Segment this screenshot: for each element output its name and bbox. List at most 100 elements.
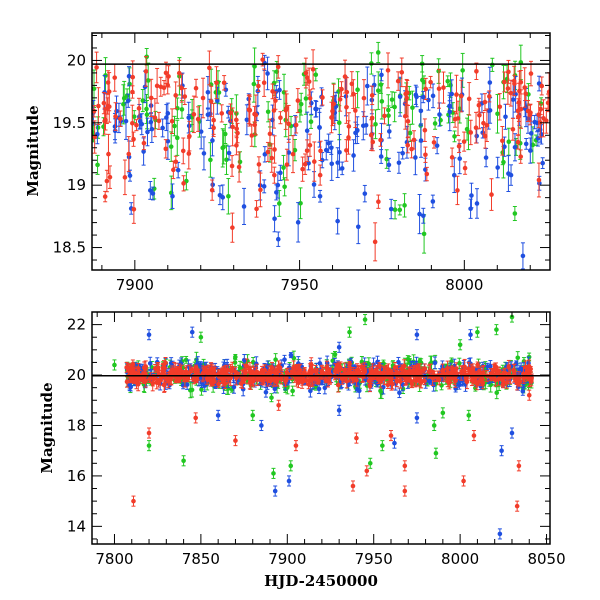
series-2-point	[310, 67, 316, 72]
series-2-point	[497, 104, 503, 110]
series-2-point	[112, 75, 118, 80]
series-2-point	[156, 118, 162, 124]
series-1-point	[123, 118, 129, 124]
series-2-point	[161, 85, 167, 90]
series-2-point	[458, 93, 464, 99]
series-2-point	[106, 151, 111, 157]
series-2-point	[311, 159, 317, 164]
series-0-point	[392, 207, 398, 213]
series-2-point	[286, 121, 291, 127]
series-1-point	[295, 220, 301, 225]
series-2-point	[476, 102, 482, 108]
series-0-point	[494, 390, 500, 396]
series-2-point	[271, 108, 277, 113]
series-1-point	[457, 156, 463, 161]
series-1-point	[126, 73, 132, 79]
series-2-point	[382, 113, 387, 119]
series-1-point	[437, 112, 442, 117]
series-2-point	[411, 137, 417, 143]
series-2-point	[148, 95, 154, 101]
series-0-point	[282, 184, 287, 190]
series-2-point	[230, 225, 235, 230]
series-2-point	[405, 142, 411, 148]
series-2-point	[171, 167, 176, 173]
series-2-point	[293, 122, 299, 128]
series-2-point	[182, 94, 188, 99]
series-1-point	[311, 182, 317, 187]
series-2-point	[518, 106, 524, 112]
series-0-point	[397, 207, 403, 213]
series-0-point	[179, 107, 185, 112]
series-0-point	[183, 357, 189, 363]
series-1-point	[164, 115, 169, 120]
series-0-point	[290, 388, 295, 394]
series-1-point	[396, 359, 401, 365]
series-2-point	[395, 78, 401, 84]
series-1-point	[365, 83, 370, 89]
series-2-point	[474, 69, 479, 74]
series-2-point	[211, 125, 216, 131]
series-2-point	[275, 64, 281, 70]
series-0-point	[232, 360, 238, 365]
series-2-point	[344, 148, 349, 153]
series-1-point	[314, 106, 319, 112]
series-1-point	[430, 199, 436, 204]
series-1-point	[215, 98, 220, 104]
series-1-point	[317, 124, 322, 130]
series-2-point	[104, 178, 110, 184]
series-1-point	[241, 204, 247, 209]
series-2-point	[370, 139, 376, 145]
series-0-point	[298, 101, 304, 107]
series-2-point	[353, 108, 358, 113]
series-2-point	[230, 124, 235, 130]
series-2-point	[538, 107, 544, 112]
top-panel: 7900 7950 8000 18.5 19 19.5 20 Magnitude	[24, 32, 551, 294]
series-2-point	[339, 86, 344, 92]
series-2-point	[306, 79, 312, 84]
series-0-point	[281, 165, 286, 170]
series-2-point	[92, 134, 97, 140]
series-2-point	[181, 181, 186, 186]
series-2-point	[272, 147, 277, 152]
series-0-point	[460, 68, 465, 73]
series-0-point	[199, 387, 204, 392]
series-2-point	[405, 118, 411, 124]
series-2-point	[473, 125, 479, 131]
series-2-point	[505, 86, 511, 91]
series-1-point	[474, 133, 480, 139]
series-0-point	[127, 81, 132, 87]
series-2-point	[131, 206, 137, 212]
series-2-point	[516, 100, 522, 105]
series-2-point	[186, 151, 192, 156]
series-2-point	[272, 172, 277, 178]
series-0-point	[313, 72, 319, 78]
series-2-point	[404, 95, 409, 101]
series-1-point	[139, 121, 145, 127]
series-2-point	[422, 127, 428, 133]
series-1-point	[205, 89, 211, 95]
series-0-point	[512, 211, 518, 216]
series-1-point	[386, 129, 392, 134]
series-1-point	[322, 385, 328, 391]
series-0-point	[410, 105, 415, 110]
series-2-point	[329, 115, 334, 120]
series-0-point	[265, 109, 271, 115]
series-1-point	[503, 114, 508, 120]
series-1-point	[288, 352, 294, 358]
series-2-point	[131, 136, 136, 142]
series-1-point	[184, 382, 190, 387]
series-2-point	[541, 116, 546, 121]
series-1-point	[451, 172, 457, 178]
series-1-point	[510, 97, 516, 102]
series-2-point	[104, 106, 110, 111]
series-1-point	[275, 236, 281, 242]
series-2-point	[423, 152, 428, 158]
series-2-point	[424, 171, 430, 177]
series-2-point	[409, 146, 414, 152]
series-1-point	[304, 128, 310, 134]
series-1-point	[201, 151, 207, 156]
series-2-point	[523, 91, 528, 97]
series-0-point	[457, 361, 462, 366]
series-2-point	[235, 130, 240, 136]
series-0-point	[220, 145, 226, 151]
